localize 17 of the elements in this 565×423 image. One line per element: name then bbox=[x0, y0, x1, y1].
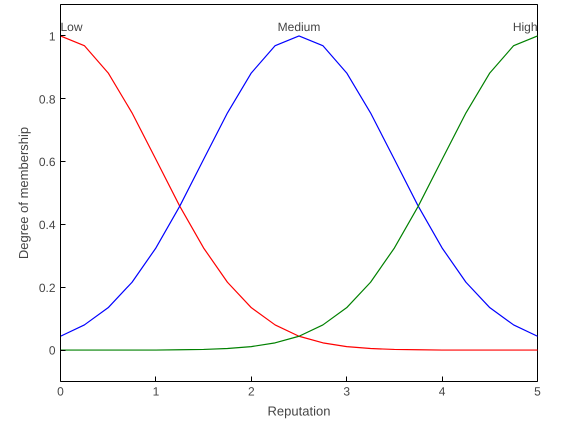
annotation: Medium bbox=[278, 20, 320, 34]
annotation: High bbox=[512, 20, 538, 34]
y-tick-label: 0 bbox=[48, 344, 56, 358]
x-axis-title: Reputation bbox=[268, 404, 330, 418]
x-tick-label: 0 bbox=[57, 384, 64, 398]
y-tick-label: 1 bbox=[48, 29, 56, 44]
y-tick-label: 0.6 bbox=[38, 155, 56, 170]
y-tick-label: 0.8 bbox=[38, 92, 56, 106]
annotation: Low bbox=[60, 20, 83, 34]
y-tick-label: 0.4 bbox=[38, 218, 56, 232]
y-tick-label: 0.2 bbox=[38, 280, 56, 295]
x-tick-label: 2 bbox=[248, 384, 255, 398]
x-tick-label: 1 bbox=[152, 384, 160, 398]
x-tick-label: 3 bbox=[343, 384, 350, 398]
y-axis-title: Degree of membership bbox=[16, 126, 31, 260]
x-tick-label: 5 bbox=[534, 384, 542, 398]
x-tick-label: 4 bbox=[438, 384, 446, 398]
